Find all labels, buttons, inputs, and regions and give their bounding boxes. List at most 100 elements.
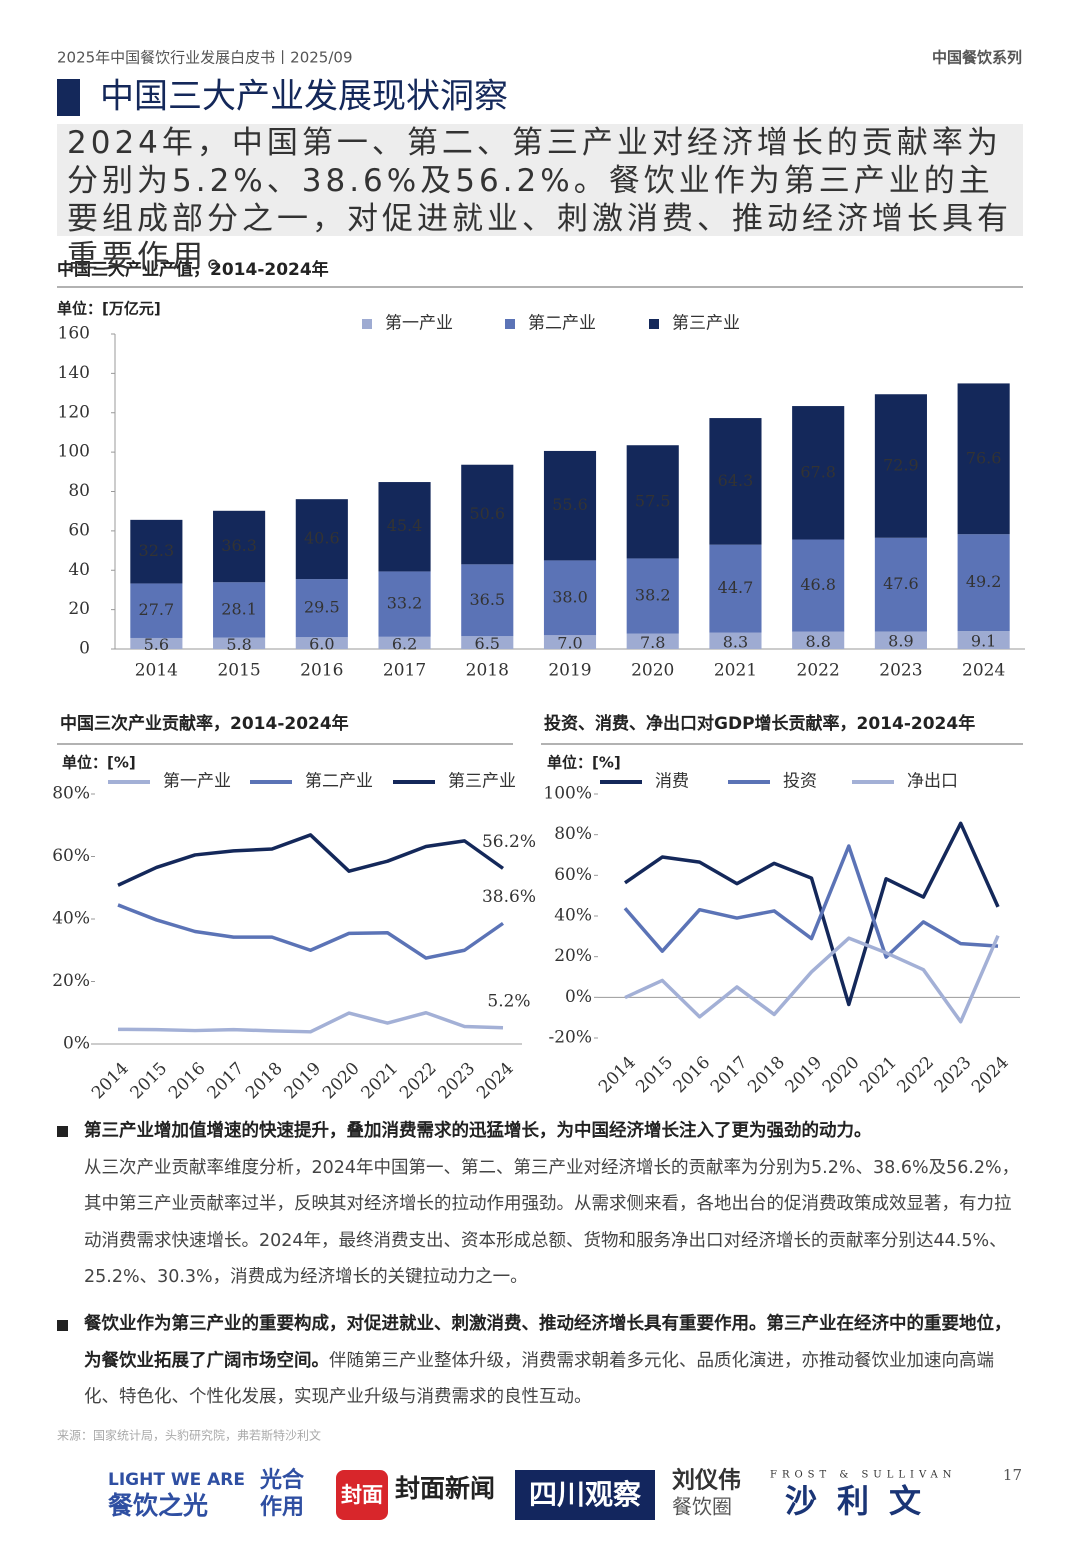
x-tick-label: 2024 (962, 661, 1005, 681)
logo-text: LIGHT WE ARE (108, 1470, 245, 1490)
x-tick-label: 2021 (856, 1053, 901, 1098)
bar-segment (213, 637, 266, 649)
x-tick-label: 2022 (396, 1059, 441, 1104)
data-label: 6.0 (309, 635, 334, 654)
summary: 2024年，中国第一、第二、第三产业对经济增长的贡献率为分别为5.2%、38.6… (57, 124, 1023, 275)
data-label: 38.2 (635, 586, 671, 605)
bar-segment (295, 579, 348, 638)
y-tick-label: 0% (63, 1034, 90, 1054)
logo-text: 封面新闻 (395, 1474, 495, 1503)
x-tick-label: 2015 (126, 1059, 171, 1104)
x-tick-label: 2024 (968, 1053, 1013, 1098)
data-label: 9.1 (971, 632, 996, 651)
data-label: 5.8 (226, 635, 251, 654)
y-tick-label: 80% (52, 784, 90, 804)
data-label: 55.6 (552, 495, 588, 514)
x-tick-label: 2018 (242, 1059, 287, 1104)
data-label: 72.9 (883, 456, 919, 475)
x-tick-label: 2017 (383, 661, 426, 681)
x-tick-label: 2022 (893, 1053, 938, 1098)
y-tick-label: 140 (58, 363, 90, 383)
source: 来源：国家统计局，头豹研究院，弗若斯特沙利文 (57, 1428, 321, 1443)
y-tick-label: 60 (68, 520, 90, 540)
y-tick-label: 0% (565, 987, 592, 1007)
data-label: 76.6 (966, 448, 1002, 467)
x-tick-label: 2020 (819, 1053, 864, 1098)
data-label: 45.4 (387, 516, 423, 535)
data-label: 7.0 (557, 634, 582, 653)
y-tick-label: 20% (52, 971, 90, 991)
y-tick-label: -20% (548, 1028, 592, 1048)
series-line (117, 833, 505, 887)
data-label: 38.0 (552, 587, 588, 606)
data-label: 6.5 (475, 634, 500, 653)
data-label: 50.6 (469, 504, 505, 523)
y-tick-label: 80% (554, 824, 592, 844)
bar-segment (378, 636, 431, 649)
page-number: 17 (1003, 1466, 1022, 1484)
data-label: 49.2 (966, 572, 1002, 591)
legend-swatch (505, 319, 515, 329)
legend-swatch (362, 319, 372, 329)
y-tick-label: 40% (52, 909, 90, 929)
bar-segment (709, 632, 762, 649)
bullet (57, 1320, 68, 1331)
x-tick-label: 2019 (280, 1059, 325, 1104)
bar-segment (709, 418, 762, 545)
x-tick-label: 2020 (631, 661, 674, 681)
y-tick-label: 60% (554, 865, 592, 885)
legend-label: 第三产业 (448, 772, 516, 792)
x-tick-label: 2022 (797, 661, 840, 681)
data-label: 38.6% (482, 887, 536, 907)
logo-text: 封面 (341, 1483, 383, 1507)
page-title: 中国三大产业发展现状洞察 (100, 77, 508, 117)
bar-segment (874, 394, 927, 538)
data-label: 56.2% (482, 832, 536, 852)
bar-segment (378, 571, 431, 637)
x-tick-label: 2020 (319, 1059, 364, 1104)
data-label: 5.2% (487, 991, 530, 1011)
legend-label: 第一产业 (385, 314, 453, 334)
x-tick-label: 2014 (595, 1053, 640, 1098)
paragraph-lead: 餐饮业作为第三产业的重要构成，对促进就业、刺激消费、推动经济增长具有重要作用。第… (84, 1314, 1012, 1371)
x-tick-label: 2015 (217, 661, 260, 681)
data-label: 44.7 (718, 578, 754, 597)
y-tick-label: 20% (554, 946, 592, 966)
logo-box (515, 1470, 655, 1520)
x-tick-label: 2017 (707, 1053, 752, 1098)
bar-segment (130, 519, 183, 584)
bar-segment (874, 631, 927, 649)
bar-segment (461, 636, 514, 649)
bar-segment (213, 582, 266, 638)
y-tick-label: 20 (68, 599, 90, 619)
data-label: 8.8 (805, 632, 830, 651)
y-tick-label: 100% (543, 784, 592, 804)
x-tick-label: 2023 (931, 1053, 976, 1098)
y-tick-label: 0 (79, 639, 90, 659)
series-line (623, 844, 999, 959)
y-tick-label: 160 (58, 324, 90, 344)
bar-segment (626, 633, 679, 649)
header-right: 中国餐饮系列 (932, 49, 1022, 67)
legend-label: 净出口 (907, 772, 958, 792)
bar-segment (543, 560, 597, 636)
x-tick-label: 2023 (434, 1059, 479, 1104)
bar-segment (378, 482, 431, 572)
bar-segment (626, 445, 679, 559)
bar-segment (295, 637, 348, 649)
paragraph-text: 从三次产业贡献率维度分析，2024年中国第一、第二、第三产业对经济增长的贡献率为… (84, 1157, 1020, 1288)
series-line (117, 903, 505, 960)
x-tick-label: 2019 (548, 661, 591, 681)
bar-segment (543, 635, 597, 649)
bar-segment (461, 464, 514, 565)
x-tick-label: 2018 (466, 661, 509, 681)
x-tick-label: 2014 (88, 1059, 133, 1104)
logo-text: 光合 (259, 1467, 305, 1493)
data-label: 33.2 (387, 594, 423, 613)
axis-unit: 单位：[%] (547, 754, 621, 772)
bar-segment (130, 583, 183, 638)
x-tick-label: 2023 (879, 661, 922, 681)
x-tick-label: 2018 (744, 1053, 789, 1098)
